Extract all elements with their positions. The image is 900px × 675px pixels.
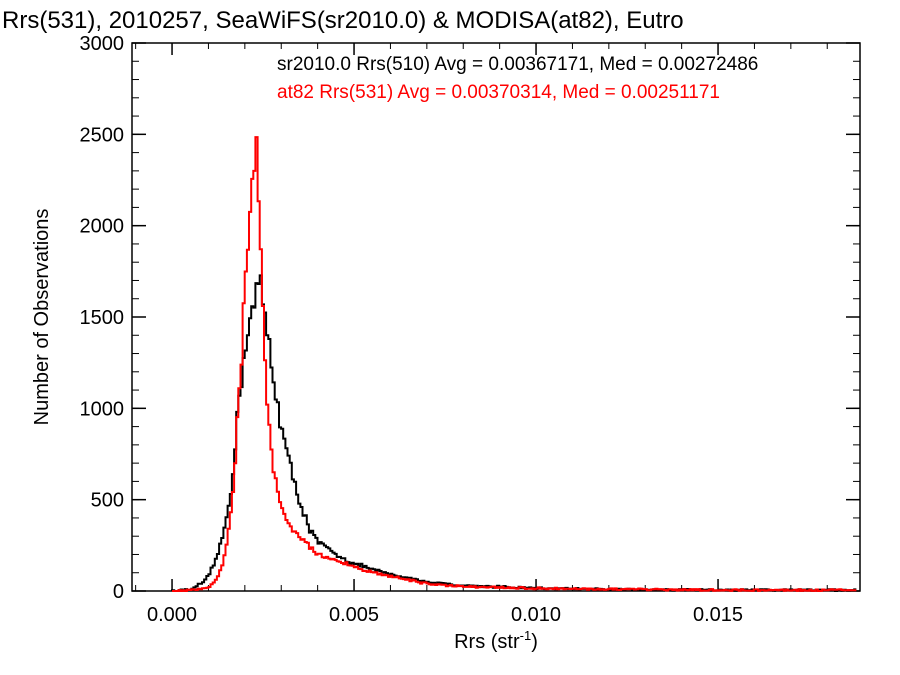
x-axis-ticks: 0.000 0.005 0.010 0.015	[135, 43, 828, 626]
y-tick-label: 500	[91, 490, 124, 512]
y-tick-label: 1500	[80, 307, 125, 329]
x-tick-label: 0.000	[147, 604, 197, 626]
x-axis-label: Rrs (str-1)	[454, 628, 538, 653]
x-tick-label: 0.015	[693, 604, 743, 626]
plot-frame	[131, 42, 861, 592]
legend-entry-sr2010: sr2010.0 Rrs(510) Avg = 0.00367171, Med …	[277, 54, 758, 75]
x-axis-label-superscript: -1	[520, 628, 532, 643]
y-tick-label: 0	[113, 581, 124, 603]
series-line-at82	[172, 136, 857, 592]
y-axis-label: Number of Observations	[31, 209, 53, 426]
series-line-sr2010	[171, 274, 857, 592]
x-axis-label-base: Rrs (str	[454, 631, 520, 653]
x-tick-label: 0.005	[329, 604, 379, 626]
chart-title: Rrs(531), 2010257, SeaWiFS(sr2010.0) & M…	[2, 7, 684, 34]
legend-entry-at82: at82 Rrs(531) Avg = 0.00370314, Med = 0.…	[277, 82, 720, 103]
x-axis-label-close: )	[531, 631, 538, 653]
y-tick-label: 1000	[80, 398, 125, 420]
y-axis-ticks: 0 500 1000 1500 2000 2500 3000	[80, 33, 860, 603]
y-tick-label: 2000	[80, 216, 125, 238]
y-tick-label: 2500	[80, 124, 125, 146]
y-tick-label: 3000	[80, 33, 125, 55]
x-tick-label: 0.010	[511, 604, 561, 626]
